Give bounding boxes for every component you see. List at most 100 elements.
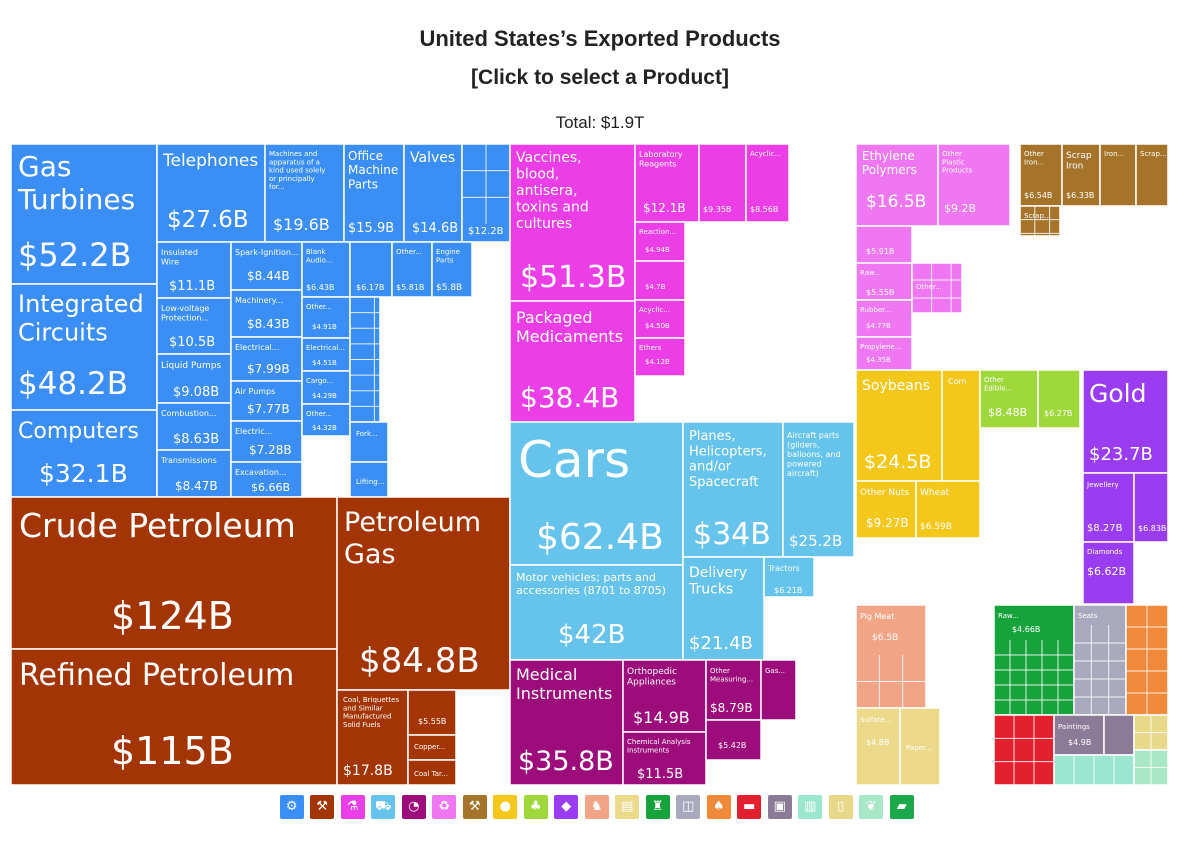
tile-instruments-5-42b[interactable] <box>705 719 762 761</box>
tile-machines-electric[interactable] <box>230 420 303 463</box>
tile-vegetable-products-corn[interactable] <box>941 369 981 482</box>
tile-metals-scrap[interactable] <box>1019 205 1061 237</box>
chemical-products-icon[interactable]: ⚗ <box>340 795 365 819</box>
tile-value: $6.66B <box>251 481 290 494</box>
tile-plastics-and-rubbers-ethylene-polymers[interactable] <box>855 143 939 227</box>
tile-machines-machines-and-apparatus-of-a-kind-used-solely-or-principally-for[interactable] <box>264 143 345 243</box>
tile-chemical-products-9-35b[interactable] <box>698 143 747 223</box>
tile-stone-extra[interactable] <box>1103 714 1135 756</box>
tile-machines-other[interactable] <box>391 241 433 298</box>
tile-machines-gas-turbines[interactable] <box>10 143 158 285</box>
tile-plastics-and-rubbers-other-plastic-products[interactable] <box>937 143 1011 227</box>
tile-machines-machinery[interactable] <box>230 289 303 338</box>
tile-machines-blank-audio[interactable] <box>301 241 351 298</box>
tile-vegetable-products-soybeans[interactable] <box>855 369 943 482</box>
tile-name: Refined Petroleum <box>19 658 294 693</box>
arts-antiques-icon[interactable]: ▣ <box>767 795 792 819</box>
tile-mineral-products-coal-briquettes-and-similar-manufactured-solid-fuels[interactable] <box>336 689 409 786</box>
tile-mineral-products-refined-petroleum[interactable] <box>10 648 338 786</box>
tile-mineral-products-petroleum-gas[interactable] <box>336 496 511 691</box>
tile-transportation-aircraft-parts-gliders-balloons-and-powered-aircraft[interactable] <box>782 421 855 558</box>
tile-plastics-and-rubbers-rubber[interactable] <box>855 299 913 338</box>
tile-machines-air-pumps[interactable] <box>230 380 303 422</box>
tile-name: Packaged <box>516 308 592 327</box>
metals-icon[interactable]: ⚒ <box>462 795 487 819</box>
tile-machines-6-17b[interactable] <box>349 241 393 298</box>
precious-metals-icon[interactable]: ◆ <box>554 795 579 819</box>
vegetable-products-icon[interactable]: ● <box>493 795 518 819</box>
tile-machines-other[interactable] <box>301 403 351 437</box>
tile-mineral-products-coal-tar[interactable] <box>407 759 457 786</box>
animal-products-icon[interactable]: ♞ <box>584 795 609 819</box>
tile-precious-metals-diamonds[interactable] <box>1082 541 1135 605</box>
tile-precious-metals-6-83b[interactable] <box>1133 472 1169 543</box>
tile-mineral-products-copper[interactable] <box>407 734 457 761</box>
tile-instruments-chemical-analysis-instruments[interactable] <box>622 731 707 786</box>
sector-legend[interactable]: ⚙ ⚒ ⚗ ⛟ ◔ ♻ ⚒ ● ♣ ◆ ♞ ▤ ♜ ◫ ♠ ▬ ▣ ▥ ▯ ❦ ▰ <box>0 795 1200 821</box>
tile-metals-iron[interactable] <box>1099 143 1137 207</box>
wood-products-icon[interactable]: ❦ <box>859 795 884 819</box>
tile-metals-scrap-iron[interactable] <box>1061 143 1101 207</box>
tile-transportation-cars[interactable] <box>509 421 684 566</box>
tile-miscellaneous[interactable] <box>993 714 1055 786</box>
tile-machines-engine-parts[interactable] <box>431 241 473 298</box>
tile-paper-goods-sulfate[interactable] <box>855 707 901 786</box>
miscellaneous-icon[interactable]: ▬ <box>737 795 762 819</box>
paper-goods-icon[interactable]: ▤ <box>615 795 640 819</box>
tile-chemical-products-4-7b[interactable] <box>634 260 686 301</box>
textiles-icon[interactable]: ♜ <box>645 795 670 819</box>
plastics-rubbers-icon[interactable]: ♻ <box>432 795 457 819</box>
tile-machines-fork[interactable] <box>349 421 389 463</box>
tile-plastics-and-rubbers-5-91b[interactable] <box>855 225 913 264</box>
tile-metals-scrap[interactable] <box>1135 143 1169 207</box>
foodstuffs-icon[interactable]: ♣ <box>523 795 548 819</box>
tile-animal-products-pig-meat[interactable] <box>855 604 927 709</box>
tile-plastics-and-rubbers-other[interactable] <box>911 262 963 314</box>
tile-mineral-products-5-55b[interactable] <box>407 689 457 736</box>
machines-icon[interactable]: ⚙ <box>279 795 304 819</box>
animal-vegetable-fats-icon[interactable]: ▯ <box>828 795 853 819</box>
tile-textiles-raw[interactable] <box>993 604 1075 716</box>
instruments-icon[interactable]: ◔ <box>401 795 426 819</box>
tile-transportation-delivery-trucks[interactable] <box>682 556 765 661</box>
tile-name: Raw... <box>860 269 881 277</box>
tile-machines-integrated-circuits[interactable] <box>10 283 158 411</box>
footwear-icon[interactable]: ▥ <box>798 795 823 819</box>
tile-precious-metals-jewellery[interactable] <box>1082 472 1135 543</box>
tile-machines-spark-ignition[interactable] <box>230 241 303 291</box>
tile-machines-computers[interactable] <box>10 409 158 498</box>
tile-instruments-gas[interactable] <box>760 659 797 721</box>
tile-transportation-tractors[interactable] <box>763 556 815 598</box>
tile-instruments-other-measuring[interactable] <box>705 659 762 721</box>
tile-machines-low-voltage-protection[interactable] <box>156 297 232 355</box>
tile-chemical-products-packaged-medicaments[interactable] <box>509 300 636 423</box>
tile-precious-metals-gold[interactable] <box>1082 369 1169 474</box>
mineral-products-icon[interactable]: ⚒ <box>310 795 335 819</box>
tile-foodstuffs-6-27b[interactable] <box>1037 369 1081 429</box>
tile-plastics-and-rubbers-propylene[interactable] <box>855 336 913 371</box>
weapons-icon[interactable]: ▰ <box>889 795 914 819</box>
tile-stone-and-glass-seats[interactable] <box>1073 604 1127 716</box>
tile-chemical-products-laboratory-reagents[interactable] <box>634 143 700 223</box>
tile-machines-office-machine-parts[interactable] <box>343 143 405 243</box>
tile-machines-excavation[interactable] <box>230 461 303 498</box>
tile-chemical-products-vaccines-blood-antisera-toxins-and-cultures[interactable] <box>509 143 636 302</box>
tile-vegetable-products-wheat[interactable] <box>915 480 981 539</box>
tile-chemical-products-ethers[interactable] <box>634 337 686 377</box>
tile-chemical-products-reaction[interactable] <box>634 221 686 262</box>
tile-transportation-planes-helicopters-and-or-spacecraft[interactable] <box>682 421 784 558</box>
tile-value: $38.4B <box>520 381 619 414</box>
tile-mineral-products-crude-petroleum[interactable] <box>10 496 338 650</box>
tile-machines-cargo[interactable] <box>301 370 351 405</box>
tile-plastics-and-rubbers-raw[interactable] <box>855 262 913 301</box>
tile-value: $42B <box>558 620 625 650</box>
transportation-icon[interactable]: ⛟ <box>371 795 396 819</box>
tile-chemical-products-acyclic[interactable] <box>745 143 790 223</box>
tile-arts-and-antiques-paintings[interactable] <box>1053 714 1105 756</box>
stone-glass-icon[interactable]: ◫ <box>676 795 701 819</box>
tile-machines-combustion[interactable] <box>156 402 232 451</box>
tile-paper-goods-paper[interactable] <box>899 707 941 786</box>
animal-hides-icon[interactable]: ♠ <box>706 795 731 819</box>
tile-metals-other-iron[interactable] <box>1019 143 1063 207</box>
